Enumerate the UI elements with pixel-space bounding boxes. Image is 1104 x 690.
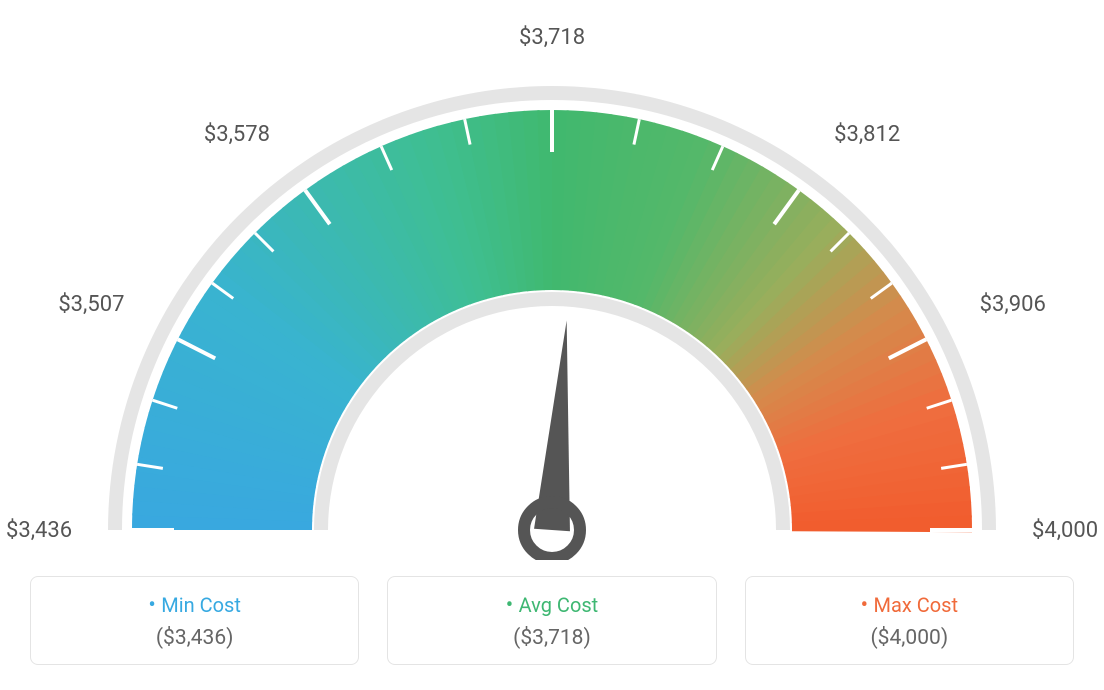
gauge-tick-label: $3,436 <box>6 518 72 543</box>
min-cost-card: Min Cost ($3,436) <box>30 576 359 665</box>
avg-cost-value: ($3,718) <box>398 626 705 650</box>
gauge-chart: $3,436 $3,507 $3,578 $3,718 $3,812 $3,906 $4,0… <box>0 0 1104 560</box>
avg-cost-card: Avg Cost ($3,718) <box>387 576 716 665</box>
gauge-tick-label: $4,000 <box>1032 518 1098 543</box>
gauge-tick-label: $3,507 <box>58 292 124 317</box>
min-cost-value: ($3,436) <box>41 626 348 650</box>
cost-gauge-container: { "gauge": { "type": "gauge", "width": 1… <box>0 0 1104 690</box>
gauge-tick-label: $3,578 <box>204 122 270 147</box>
gauge-svg <box>0 0 1104 560</box>
max-cost-label: Max Cost <box>756 593 1063 618</box>
max-cost-card: Max Cost ($4,000) <box>745 576 1074 665</box>
min-cost-label: Min Cost <box>41 593 348 618</box>
max-cost-value: ($4,000) <box>756 626 1063 650</box>
gauge-tick-label: $3,812 <box>834 122 900 147</box>
avg-cost-label: Avg Cost <box>398 593 705 618</box>
gauge-tick-label: $3,718 <box>519 25 585 50</box>
gauge-tick-label: $3,906 <box>980 292 1046 317</box>
summary-cards: Min Cost ($3,436) Avg Cost ($3,718) Max … <box>30 576 1074 665</box>
